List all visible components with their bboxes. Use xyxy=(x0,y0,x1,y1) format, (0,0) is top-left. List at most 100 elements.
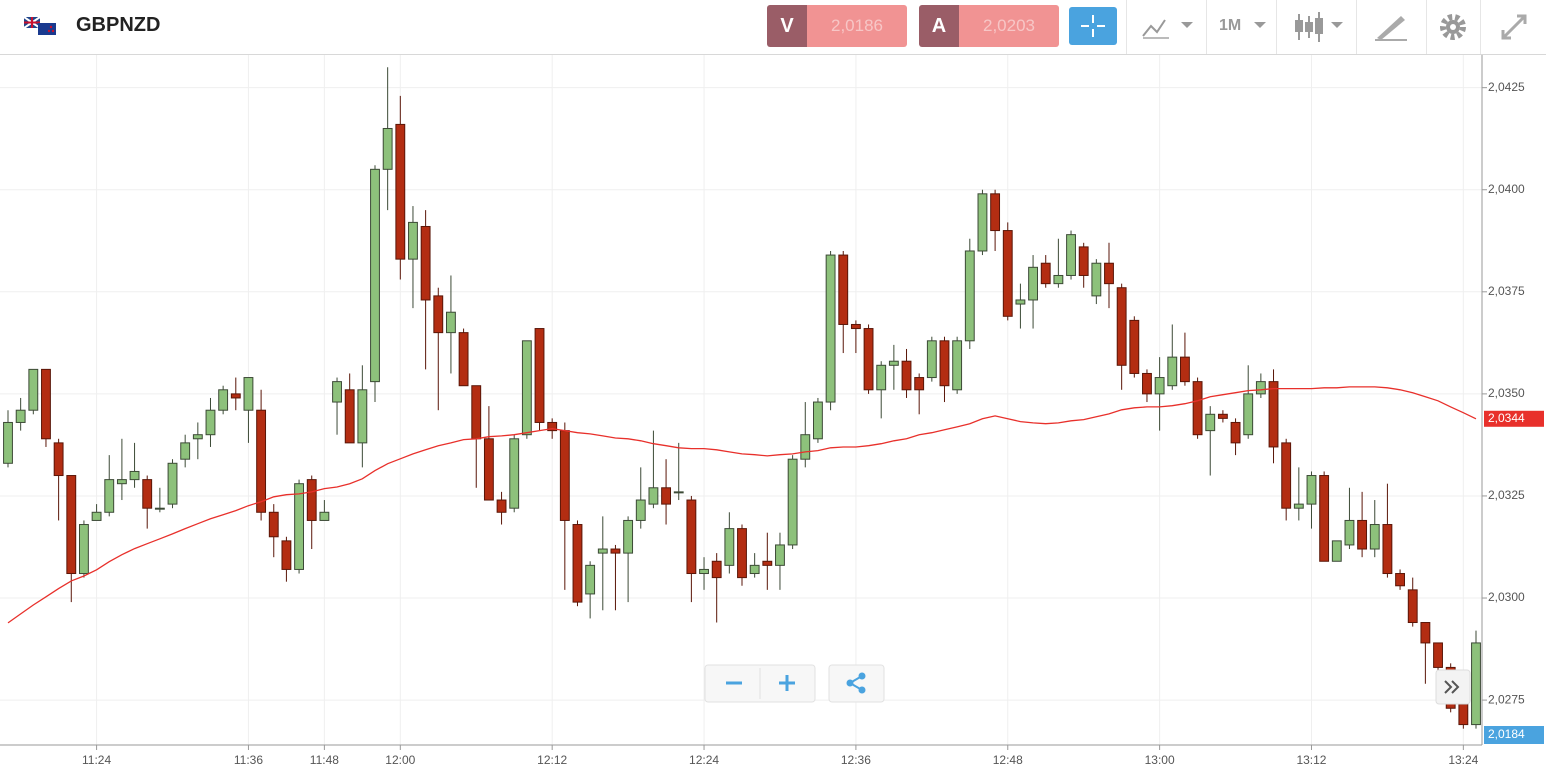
sell-button[interactable]: V 2,0186 xyxy=(767,5,907,47)
candle-body xyxy=(15,409,26,423)
y-tick-label: 2,0350 xyxy=(1488,386,1525,400)
candle-body xyxy=(597,548,608,554)
ma-price-label: 2,0344 xyxy=(1488,411,1525,425)
share-dot xyxy=(858,672,866,680)
drawing-icon xyxy=(1375,16,1407,41)
candle-body xyxy=(559,430,570,521)
candle-body xyxy=(775,544,785,566)
candle-body xyxy=(205,409,216,436)
candle-body xyxy=(1002,230,1013,317)
candle-body xyxy=(534,328,545,423)
candle-body xyxy=(433,295,444,334)
scroll-panel xyxy=(1435,669,1471,705)
candle-body xyxy=(1028,266,1038,301)
candle-body xyxy=(1116,287,1127,366)
chart: 2,0275 2,0300 2,0325 2,0350 2,0375 2,0400 2,04… xyxy=(0,55,1544,767)
fullscreen-button[interactable] xyxy=(1480,0,1546,54)
candle-body xyxy=(28,368,39,411)
candle-body xyxy=(3,421,13,464)
candle-body xyxy=(483,438,494,501)
candle-body xyxy=(116,479,127,485)
candle-body xyxy=(711,560,722,579)
sell-price: 2,0186 xyxy=(807,5,907,47)
moving-average xyxy=(7,386,1477,624)
x-tick-label: 13:24 xyxy=(1448,753,1478,767)
last-price-tag xyxy=(1484,726,1544,744)
candle-body xyxy=(1281,442,1292,509)
candle-body xyxy=(1458,703,1469,726)
candle-body xyxy=(268,511,279,538)
zoom-controls[interactable] xyxy=(704,664,816,703)
crosshair-button[interactable] xyxy=(1069,7,1117,45)
symbol: GBPNZD xyxy=(76,14,161,36)
scroll-latest-button[interactable] xyxy=(1435,669,1471,705)
candle-body xyxy=(1306,475,1317,505)
candle-body xyxy=(1154,377,1165,395)
candle-body xyxy=(1167,356,1178,387)
share-dot xyxy=(846,679,854,687)
candle-body xyxy=(167,462,178,505)
candle-body xyxy=(230,393,241,399)
candle-body xyxy=(1293,503,1304,509)
candle-body xyxy=(319,511,330,521)
candle-body xyxy=(332,381,342,403)
timeframe: 1M xyxy=(1219,17,1242,34)
candle-body xyxy=(724,528,735,566)
candle-body xyxy=(1066,234,1076,276)
candle-body xyxy=(370,168,380,383)
chart-type-button[interactable] xyxy=(1276,0,1357,54)
candle-body xyxy=(357,389,368,444)
candle-body xyxy=(420,225,431,301)
y-tick-label: 2,0400 xyxy=(1488,182,1525,196)
candle-body xyxy=(1433,642,1443,668)
candle-body xyxy=(610,548,621,554)
candle-body xyxy=(192,434,203,440)
y-tick-label: 2,0275 xyxy=(1488,692,1525,706)
candle-body xyxy=(914,377,925,391)
x-tick-label: 12:36 xyxy=(841,753,871,767)
dropdown-icon xyxy=(1254,22,1266,28)
share-dot xyxy=(858,686,866,694)
candle-body xyxy=(1104,262,1114,285)
indicators-button[interactable] xyxy=(1126,0,1207,54)
zoom-in-icon xyxy=(779,675,795,691)
candle-body xyxy=(446,311,456,334)
candle-body xyxy=(850,323,861,330)
candle-body xyxy=(926,340,937,379)
candle-body xyxy=(863,328,874,391)
candle-body xyxy=(838,254,849,325)
candle-body xyxy=(471,385,482,440)
candle-body xyxy=(218,389,229,411)
candle-body xyxy=(1255,381,1266,395)
candle-body xyxy=(661,487,671,505)
candle-body xyxy=(142,479,153,509)
y-tick-label: 2,0425 xyxy=(1488,80,1525,94)
candle-body xyxy=(952,340,963,391)
candle-body xyxy=(41,368,51,440)
candle-body xyxy=(1129,319,1140,374)
scroll-icon xyxy=(1444,680,1460,694)
sell-label: V xyxy=(767,5,807,47)
x-tick-label: 12:24 xyxy=(689,753,719,767)
candle-body xyxy=(762,560,773,566)
candle-body xyxy=(1344,519,1355,546)
candle-body xyxy=(977,193,988,252)
candle-body xyxy=(1420,622,1431,644)
candle-body xyxy=(1192,381,1203,436)
candle-body xyxy=(1040,262,1051,285)
candle-body xyxy=(1395,573,1405,587)
settings-button[interactable] xyxy=(1426,0,1481,54)
candle-body xyxy=(256,409,267,513)
candle-body xyxy=(1407,589,1418,624)
share-button[interactable] xyxy=(828,664,885,703)
drawing-button[interactable] xyxy=(1356,0,1427,54)
candle-body xyxy=(1331,540,1342,562)
candle-body xyxy=(964,250,975,342)
candle-body xyxy=(901,360,912,391)
timeframe-button[interactable]: 1M xyxy=(1206,0,1277,54)
candle-body xyxy=(876,364,887,391)
buy-button[interactable]: A 2,0203 xyxy=(919,5,1059,47)
candle-body xyxy=(1268,381,1279,448)
x-tick-label: 12:00 xyxy=(385,753,415,767)
candle-body xyxy=(306,479,317,521)
